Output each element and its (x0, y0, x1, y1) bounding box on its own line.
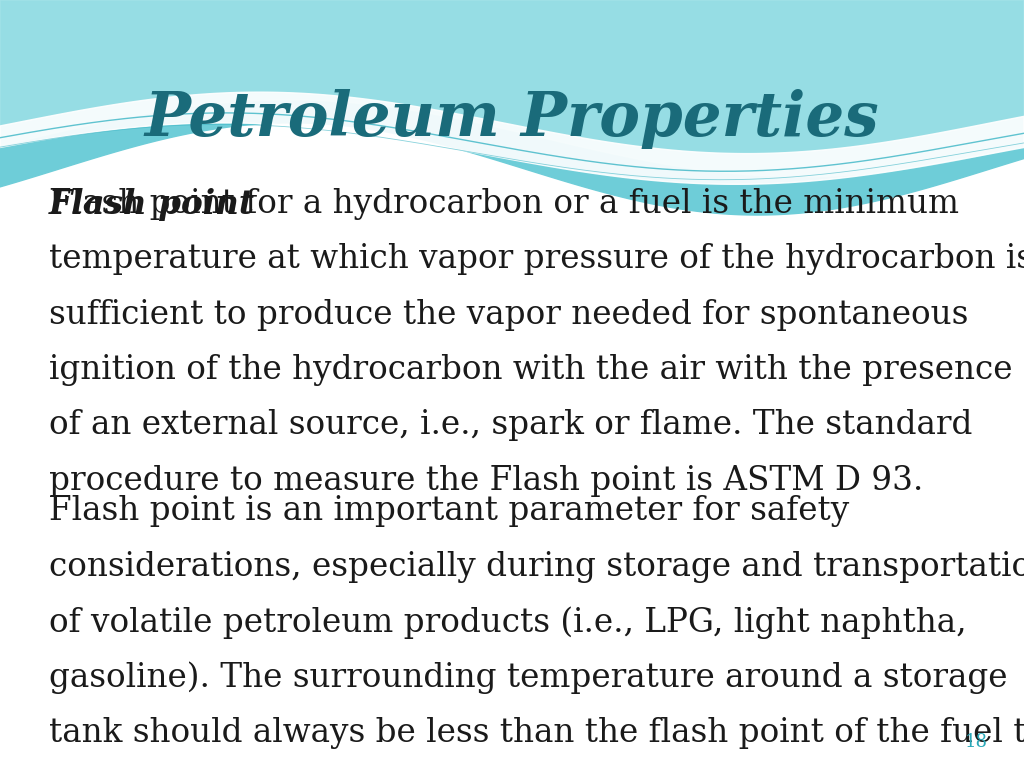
Text: 18: 18 (966, 733, 988, 751)
Text: ignition of the hydrocarbon with the air with the presence: ignition of the hydrocarbon with the air… (49, 354, 1013, 386)
Text: procedure to measure the Flash point is ASTM D 93.: procedure to measure the Flash point is … (49, 465, 924, 497)
Text: of an external source, i.e., spark or flame. The standard: of an external source, i.e., spark or fl… (49, 409, 973, 442)
Text: tank should always be less than the flash point of the fuel to: tank should always be less than the flas… (49, 717, 1024, 749)
Text: sufficient to produce the vapor needed for spontaneous: sufficient to produce the vapor needed f… (49, 299, 969, 331)
Text: Flash point: Flash point (49, 188, 255, 221)
Text: Flash point for a hydrocarbon or a fuel is the minimum: Flash point for a hydrocarbon or a fuel … (49, 188, 959, 220)
Text: temperature at which vapor pressure of the hydrocarbon is: temperature at which vapor pressure of t… (49, 243, 1024, 276)
Text: considerations, especially during storage and transportation: considerations, especially during storag… (49, 551, 1024, 583)
Text: gasoline). The surrounding temperature around a storage: gasoline). The surrounding temperature a… (49, 661, 1008, 694)
Text: of volatile petroleum products (i.e., LPG, light naphtha,: of volatile petroleum products (i.e., LP… (49, 606, 967, 639)
Text: Petroleum Properties: Petroleum Properties (144, 89, 880, 149)
Text: Flash point is an important parameter for safety: Flash point is an important parameter fo… (49, 495, 849, 528)
